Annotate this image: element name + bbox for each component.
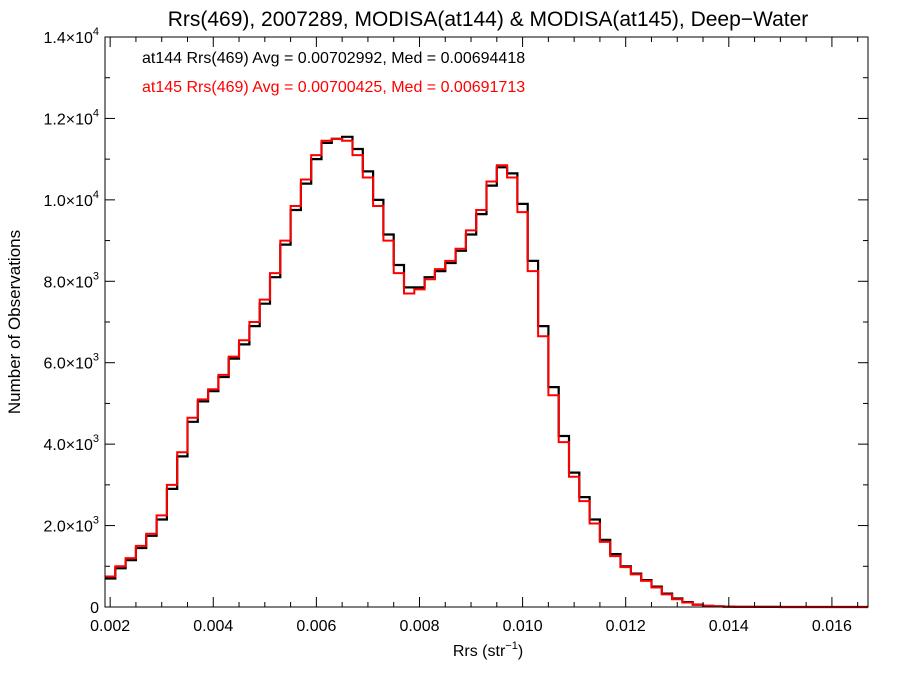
axis-ticks: 0.002 0.004 0.006 0.008 0.010 0.012 0.014 0.016… <box>43 26 868 635</box>
x-tick-label: 0.014 <box>709 618 749 635</box>
annotation-at145: at145 Rrs(469) Avg = 0.00700425, Med = 0… <box>142 79 525 96</box>
x-tick-label: 0.002 <box>90 618 130 635</box>
x-tick-label: 0.008 <box>399 618 439 635</box>
series-line-1 <box>105 137 868 608</box>
y-tick-label: 2.0×103 <box>43 515 99 536</box>
y-axis-label: Number of Observations <box>5 230 24 414</box>
chart-title: Rrs(469), 2007289, MODISA(at144) & MODIS… <box>168 8 809 31</box>
x-tick-label: 0.016 <box>812 618 852 635</box>
y-tick-label: 4.0×103 <box>43 433 99 454</box>
x-axis-label-suffix: ) <box>518 643 523 660</box>
y-tick-label: 6.0×103 <box>43 352 99 373</box>
x-axis-label: Rrs (str−1) <box>453 640 523 660</box>
y-tick-label: 1.2×104 <box>43 107 99 128</box>
x-tick-label: 0.006 <box>296 618 336 635</box>
x-tick-label: 0.004 <box>193 618 233 635</box>
series-layer <box>105 135 868 609</box>
x-axis-label-superscript: −1 <box>505 640 518 652</box>
annotation-at144: at144 Rrs(469) Avg = 0.00702992, Med = 0… <box>142 50 525 67</box>
plot-frame <box>104 36 869 608</box>
x-tick-label: 0.010 <box>503 618 543 635</box>
y-tick-label: 1.0×104 <box>43 189 99 210</box>
y-tick-label: 0 <box>90 600 99 617</box>
y-tick-label: 8.0×103 <box>43 270 99 291</box>
y-tick-label: 1.4×104 <box>43 26 99 47</box>
x-axis-label-text: Rrs (str <box>453 643 506 660</box>
x-tick-label: 0.012 <box>606 618 646 635</box>
